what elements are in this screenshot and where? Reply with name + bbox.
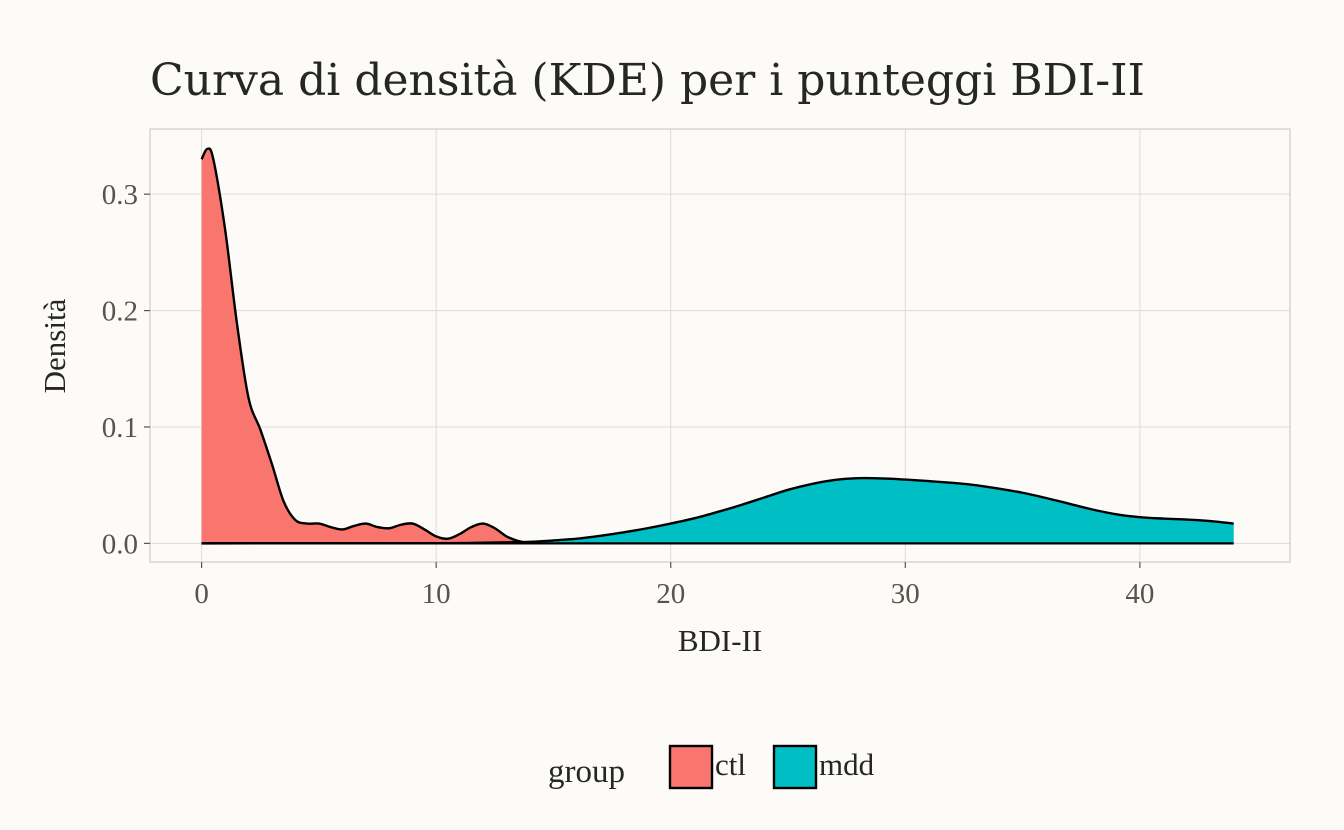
legend-label-mdd: mdd	[819, 747, 875, 782]
x-axis-title: BDI-II	[678, 623, 762, 658]
y-tick-label: 0.1	[102, 412, 138, 444]
legend-title: group	[548, 754, 625, 790]
density-areas	[200, 147, 1234, 545]
legend-items: ctl mdd	[668, 744, 875, 790]
y-tick-label: 0.0	[102, 528, 138, 560]
area-mdd	[201, 478, 1234, 544]
axes: 0 10 20 30 40 0.0 0.1 0.2 0.3	[102, 179, 1155, 610]
area-ctl	[201, 148, 531, 544]
legend: group ctl mdd	[548, 744, 875, 790]
outline-ctl	[200, 147, 531, 545]
x-tick-label: 30	[891, 578, 920, 610]
y-tick-label: 0.2	[102, 296, 138, 328]
y-tick-label: 0.3	[102, 179, 138, 211]
x-tick-label: 40	[1125, 578, 1154, 610]
outline-mdd	[201, 476, 1234, 545]
legend-key-mdd	[772, 744, 818, 790]
y-axis-title: Densità	[37, 298, 72, 393]
chart-title: Curva di densità (KDE) per i punteggi BD…	[150, 55, 1145, 106]
panel-border	[149, 128, 1291, 563]
x-tick-label: 10	[422, 578, 451, 610]
legend-key-ctl	[668, 744, 714, 790]
x-tick-label: 0	[194, 578, 209, 610]
legend-label-ctl: ctl	[715, 747, 746, 782]
x-tick-label: 20	[656, 578, 685, 610]
